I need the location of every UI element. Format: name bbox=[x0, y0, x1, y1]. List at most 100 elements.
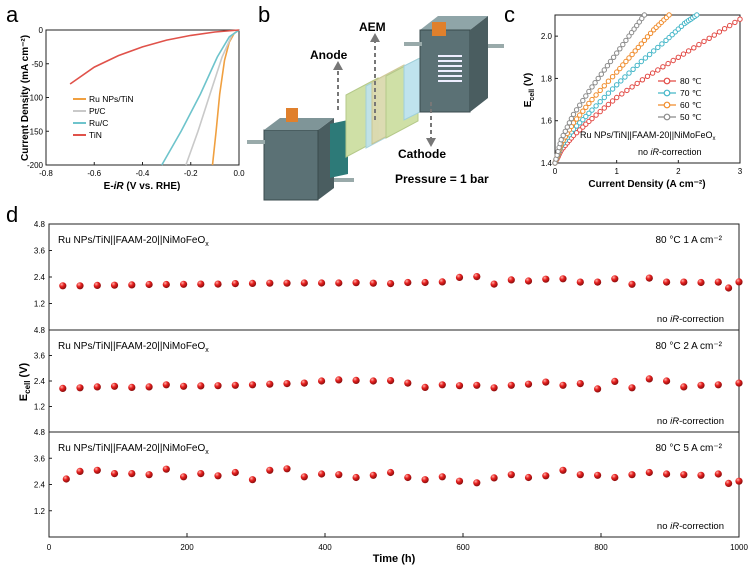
panel-d-point bbox=[248, 381, 257, 389]
cathode-arrowhead bbox=[426, 138, 436, 147]
panel-c-xtick-label: 0 bbox=[553, 167, 558, 176]
panel-d-point bbox=[680, 471, 688, 479]
panel-c-point bbox=[691, 45, 697, 51]
panel-c-point bbox=[577, 102, 583, 108]
panel-d-point bbox=[663, 470, 671, 478]
panel-c-point bbox=[632, 48, 638, 54]
panel-c-point bbox=[655, 44, 661, 51]
panel-c-point bbox=[589, 107, 595, 113]
panel-d-point bbox=[352, 376, 360, 384]
panel-c-ytick-label: 1.8 bbox=[541, 74, 553, 83]
panel-d-point bbox=[214, 280, 222, 288]
panel-c-point bbox=[666, 12, 672, 18]
panel-c-point bbox=[701, 38, 707, 45]
panel-c-ytick-label: 1.6 bbox=[541, 117, 553, 126]
panel-a-xlabel: E-iR (V vs. RHE) bbox=[104, 181, 181, 192]
panel-a-legend-label: Ru/C bbox=[89, 118, 108, 128]
panel-c-point bbox=[580, 108, 586, 114]
panel-c-point bbox=[641, 12, 648, 18]
panel-c-point bbox=[605, 101, 612, 108]
panel-a-series-2 bbox=[161, 29, 240, 166]
panel-d-point bbox=[576, 380, 584, 388]
panel-c-point bbox=[577, 112, 583, 118]
panel-d-point bbox=[335, 376, 343, 384]
panel-d-point bbox=[369, 279, 377, 287]
panel-d-point bbox=[735, 379, 743, 387]
panel-d-point bbox=[110, 281, 119, 289]
panel-d-point bbox=[628, 384, 636, 392]
panel-d-point bbox=[231, 381, 239, 389]
panel-c-point bbox=[623, 37, 629, 44]
panel-d-point bbox=[697, 278, 705, 287]
anode-port-right bbox=[334, 178, 354, 182]
panel-c-point bbox=[604, 62, 611, 69]
panel-d-point bbox=[128, 470, 136, 478]
panel-c-point bbox=[647, 30, 654, 36]
panel-c-point bbox=[651, 48, 657, 54]
panel-d-note: no iR-correction bbox=[657, 521, 724, 532]
cathode-port-left bbox=[404, 42, 422, 46]
panel-d-point bbox=[438, 473, 446, 481]
panel-c-point bbox=[619, 91, 625, 97]
panel-c-point bbox=[593, 112, 599, 118]
panel-d-point bbox=[611, 473, 619, 482]
panel-d-point bbox=[266, 380, 274, 388]
panel-d-point bbox=[645, 375, 653, 383]
panel-d-point bbox=[335, 279, 343, 287]
panel-d-point bbox=[387, 280, 395, 288]
panel-d-point bbox=[300, 279, 308, 287]
panel-d-point bbox=[404, 473, 412, 482]
panel-d-point bbox=[490, 384, 498, 392]
panel-d-condition-label: 80 °C 5 A cm⁻² bbox=[655, 443, 722, 454]
panel-d-point bbox=[421, 383, 429, 391]
panel-d-points bbox=[59, 273, 743, 487]
panel-c-point bbox=[641, 37, 648, 44]
panel-c-point bbox=[696, 41, 702, 48]
panel-d-point bbox=[594, 471, 602, 479]
panel-d-point bbox=[725, 284, 733, 292]
cathode-vent-grille bbox=[438, 55, 462, 82]
panel-d-point bbox=[594, 385, 602, 393]
panel-c-point bbox=[614, 50, 620, 56]
panel-a-xticks: -0.8 -0.6 -0.4 -0.2 0.0 bbox=[39, 162, 245, 178]
panel-label-d: d bbox=[6, 202, 18, 227]
panel-d-xtick-label: 400 bbox=[318, 543, 332, 552]
panel-d-point bbox=[197, 280, 205, 288]
panel-d-xtick-label: 600 bbox=[456, 543, 470, 552]
panel-a-xtick-label: -0.6 bbox=[87, 169, 101, 178]
panel-c-xtick-label: 2 bbox=[676, 167, 681, 176]
panel-c-point bbox=[601, 67, 607, 73]
panel-d-point bbox=[490, 474, 498, 482]
anode-flowfield bbox=[330, 120, 348, 178]
panel-c-point bbox=[629, 84, 635, 90]
panel-c-point bbox=[609, 98, 616, 104]
panel-d-point bbox=[76, 282, 84, 290]
panel-d-point bbox=[369, 377, 377, 385]
anode-endplate-top bbox=[264, 118, 334, 130]
panel-c-point bbox=[580, 97, 586, 104]
anode-port-left bbox=[247, 140, 265, 144]
panel-d-point bbox=[663, 377, 671, 385]
panel-d-point bbox=[542, 472, 550, 480]
panel-d-point bbox=[645, 468, 653, 477]
panel-a-xtick-label: -0.2 bbox=[184, 169, 198, 178]
panel-c-point bbox=[570, 111, 577, 118]
panel-c-point bbox=[589, 84, 595, 90]
panel-c-point bbox=[636, 19, 642, 25]
panel-c-point bbox=[592, 80, 598, 86]
panel-c-point bbox=[629, 51, 635, 58]
panel-d-point bbox=[145, 280, 153, 289]
panel-c-point bbox=[589, 115, 595, 122]
panel-d-point bbox=[438, 381, 446, 389]
panel-c-point bbox=[573, 116, 580, 122]
panel-d-point bbox=[725, 479, 733, 487]
panel-d-point bbox=[680, 383, 688, 391]
panel-d-point bbox=[628, 280, 636, 288]
panel-d-point bbox=[283, 380, 291, 388]
panel-c-point bbox=[618, 78, 624, 84]
panel-c-point bbox=[614, 82, 620, 88]
panel-d-point bbox=[697, 471, 705, 479]
panel-c-point bbox=[560, 132, 566, 139]
panel-d-point bbox=[180, 280, 188, 288]
panel-d-point bbox=[404, 379, 412, 387]
